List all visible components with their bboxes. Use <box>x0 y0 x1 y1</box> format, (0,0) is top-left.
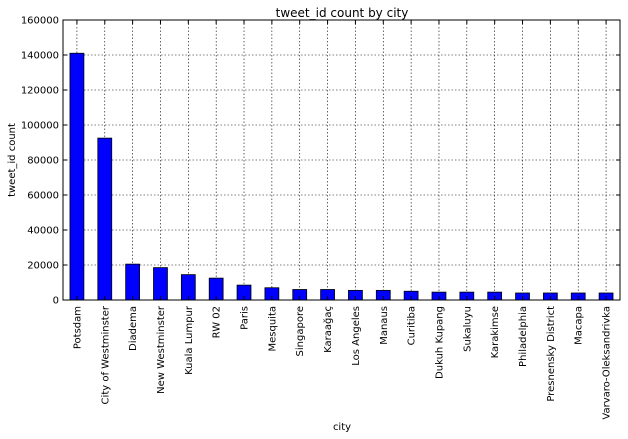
chart-title: tweet_id count by city <box>276 6 409 20</box>
y-axis-label: tweet_id count <box>7 123 18 197</box>
bar <box>153 267 168 301</box>
x-tick-label: Singapore <box>295 306 306 356</box>
y-tick-label: 100000 <box>21 121 59 132</box>
gridlines <box>63 20 620 300</box>
y-tick-label: 160000 <box>21 16 59 27</box>
x-axis-ticks: Potsdam City of Westminster Diadema New Wes… <box>72 20 613 420</box>
y-tick-label: 80000 <box>27 156 59 167</box>
x-tick-label: Presnensky District <box>546 306 557 402</box>
x-tick-label: Dukuh Kupang <box>434 306 445 379</box>
x-tick-label: Mesquita <box>267 306 278 352</box>
y-axis-ticks: 0 20000 40000 60000 80000 100000 120000 140000 1… <box>21 16 620 307</box>
x-tick-label: Potsdam <box>72 306 83 349</box>
x-tick-label: City of Westminster <box>100 305 111 404</box>
bars <box>69 52 614 301</box>
y-tick-label: 140000 <box>21 51 59 62</box>
bar <box>97 137 113 301</box>
x-tick-label: RW 02 <box>212 306 223 338</box>
x-tick-label: Diadema <box>128 306 139 351</box>
x-tick-label: Curitiba <box>407 306 418 345</box>
x-tick-label: Macapa <box>574 306 585 345</box>
y-tick-label: 40000 <box>27 226 59 237</box>
x-tick-label: Karaağaç <box>322 306 334 353</box>
y-tick-label: 60000 <box>27 191 59 202</box>
y-tick-label: 0 <box>53 296 59 307</box>
bar <box>125 263 140 301</box>
x-tick-label: Philadelphia <box>518 306 529 367</box>
y-tick-label: 20000 <box>27 261 59 272</box>
bar <box>69 52 85 301</box>
x-tick-label: New Westminster <box>156 305 167 394</box>
x-axis-label: city <box>333 422 351 433</box>
x-tick-label: Varvaro-Oleksandrivka <box>602 306 613 420</box>
x-tick-label: Kuala Lumpur <box>184 305 195 375</box>
x-tick-label: Sukaluyu <box>462 306 473 352</box>
x-tick-label: Karakimse <box>490 306 501 358</box>
x-tick-label: Manaus <box>379 306 390 345</box>
x-tick-label: Los Angeles <box>351 306 362 366</box>
y-tick-label: 120000 <box>21 86 59 97</box>
x-tick-label: Paris <box>240 306 251 330</box>
